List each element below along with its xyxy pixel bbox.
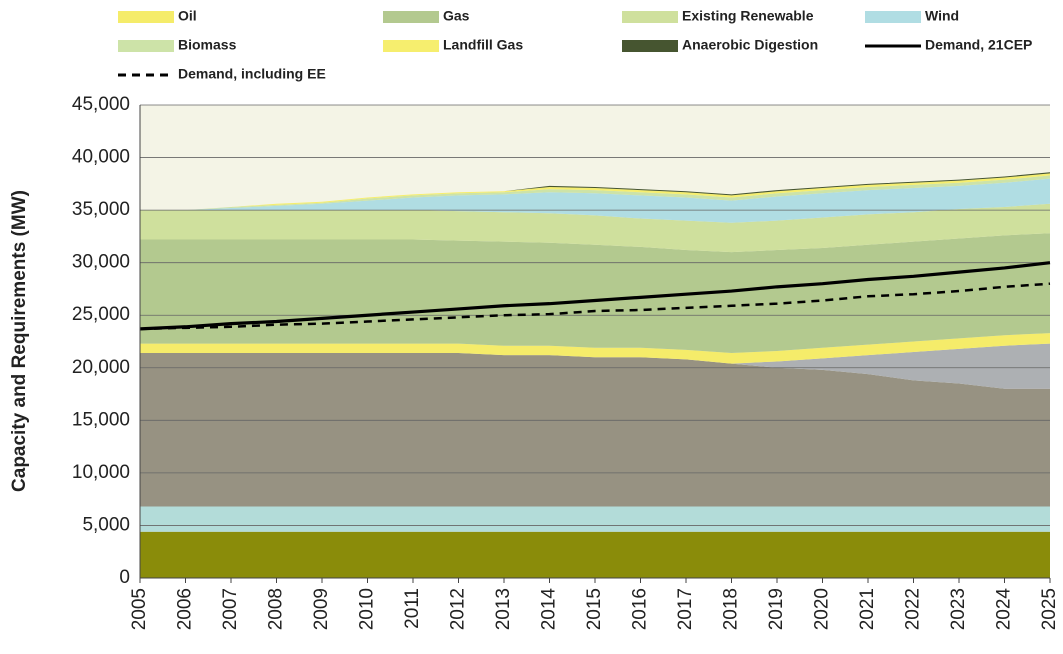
area [140, 531, 1050, 578]
x-tick-label: 2014 [539, 588, 560, 631]
legend-label: Gas [443, 8, 470, 24]
x-tick-label: 2016 [630, 588, 651, 630]
x-tick-label: 2020 [812, 588, 833, 630]
x-tick-label: 2005 [129, 588, 150, 630]
x-tick-label: 2013 [493, 588, 514, 630]
y-tick-label: 30,000 [72, 252, 130, 273]
x-tick-label: 2009 [311, 588, 332, 630]
x-tick-label: 2021 [857, 588, 878, 630]
y-tick-label: 35,000 [72, 199, 130, 220]
x-tick-label: 2023 [948, 588, 969, 630]
legend-swatch [622, 40, 678, 52]
x-tick-label: 2012 [448, 588, 469, 630]
x-tick-label: 2018 [721, 588, 742, 630]
area [140, 333, 1050, 364]
area [140, 175, 1050, 211]
y-tick-label: 5,000 [82, 514, 130, 535]
y-tick-label: 15,000 [72, 409, 130, 430]
y-tick-label: 45,000 [72, 94, 130, 115]
y-tick-label: 10,000 [72, 462, 130, 483]
legend-label: Existing Renewable [682, 8, 814, 24]
x-tick-label: 2024 [994, 588, 1015, 631]
x-tick-label: 2011 [402, 588, 423, 629]
legend-label: Oil [178, 8, 197, 24]
area [140, 353, 1050, 507]
legend-label: Wind [925, 8, 959, 24]
area [140, 178, 1050, 223]
x-tick-label: 2006 [175, 588, 196, 630]
legend-swatch [383, 40, 439, 52]
y-axis-title: Capacity and Requirements (MW) [9, 190, 30, 492]
x-tick-label: 2025 [1039, 588, 1060, 630]
area [140, 506, 1050, 532]
legend-swatch [865, 11, 921, 23]
legend-label: Anaerobic Digestion [682, 37, 818, 53]
x-tick-label: 2008 [266, 588, 287, 630]
y-tick-label: 20,000 [72, 357, 130, 378]
x-tick-label: 2022 [903, 588, 924, 630]
demand-line [139, 282, 1051, 331]
y-tick-label: 40,000 [72, 147, 130, 168]
area [140, 203, 1050, 253]
legend-label: Demand, 21CEP [925, 37, 1032, 53]
x-tick-label: 2007 [220, 588, 241, 630]
legend-swatch [622, 11, 678, 23]
area [140, 233, 1050, 354]
y-tick-label: 0 [119, 567, 130, 588]
legend-label: Demand, including EE [178, 66, 326, 82]
legend-label: Biomass [178, 37, 237, 53]
legend-swatch [118, 40, 174, 52]
demand-line [139, 261, 1051, 331]
x-tick-label: 2015 [584, 588, 605, 630]
x-tick-label: 2017 [675, 588, 696, 630]
legend-label: Landfill Gas [443, 37, 523, 53]
legend-swatch [383, 11, 439, 23]
area [140, 343, 1050, 389]
x-tick-label: 2019 [766, 588, 787, 630]
y-tick-label: 25,000 [72, 304, 130, 325]
x-tick-label: 2010 [357, 588, 378, 630]
legend-swatch [118, 11, 174, 23]
